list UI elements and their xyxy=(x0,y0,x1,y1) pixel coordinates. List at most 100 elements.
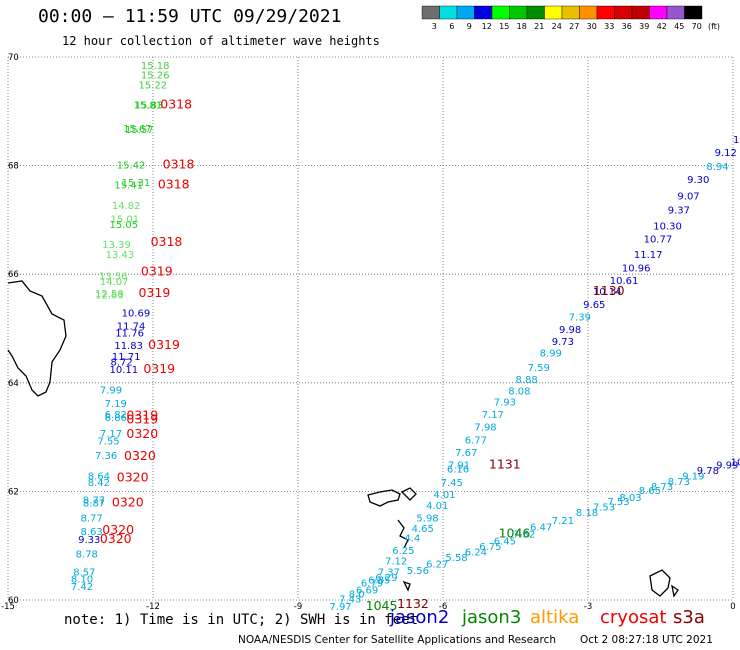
wave-height-label: 6.24 xyxy=(465,547,487,558)
wave-height-label: 8.99 xyxy=(540,349,562,360)
colorbar-label: 6 xyxy=(449,22,454,31)
wave-height-label: 7.45 xyxy=(441,478,463,489)
wave-height-label: 8.77 xyxy=(81,513,103,524)
y-tick-label: 70 xyxy=(8,53,19,63)
wave-height-label: 6.82 xyxy=(105,410,127,421)
generated-timestamp: Oct 2 08:27:18 UTC 2021 xyxy=(580,634,713,646)
colorbar-label: 33 xyxy=(604,22,614,31)
time-label: 1132 xyxy=(397,596,429,611)
coastline-segment xyxy=(397,519,409,549)
x-tick-label: -3 xyxy=(584,602,592,612)
wave-height-label: 8.73 xyxy=(651,482,673,493)
colorbar-label: 39 xyxy=(639,22,649,31)
wave-height-label: 7.53 xyxy=(593,502,615,513)
time-label: 0319 xyxy=(148,337,180,352)
time-label: 1045 xyxy=(366,598,398,613)
legend-altika: altika xyxy=(530,607,580,628)
colorbar-swatch xyxy=(684,5,703,20)
time-label: 0318 xyxy=(163,156,195,171)
wave-height-label: 6.77 xyxy=(465,436,487,447)
time-label: 0319 xyxy=(139,285,171,300)
time-label: 0320 xyxy=(117,470,149,485)
y-tick-label: 68 xyxy=(8,162,19,172)
wave-height-label: 9.19 xyxy=(682,471,704,482)
time-label: 0319 xyxy=(143,361,175,376)
time-label: 0320 xyxy=(100,531,132,546)
y-tick-label: 60 xyxy=(8,596,19,606)
wave-height-label: 15.42 xyxy=(117,160,146,171)
colorbar-swatch xyxy=(631,5,650,20)
time-label: 0318 xyxy=(160,97,192,112)
wave-height-label: 11.74 xyxy=(117,322,146,333)
y-tick-label: 66 xyxy=(8,270,19,280)
wave-height-label: 7.21 xyxy=(552,516,574,527)
wave-height-label: 10. xyxy=(733,135,740,146)
wave-height-label: 8.72 xyxy=(110,357,132,368)
colorbar-swatch xyxy=(596,5,615,20)
coastline-segment xyxy=(400,487,417,501)
wave-height-label: 6.47 xyxy=(530,522,552,533)
time-label: 0320 xyxy=(102,522,134,537)
time-label: 0320 xyxy=(124,448,156,463)
wave-height-label: 7.17 xyxy=(100,429,122,440)
wave-height-label: 8.94 xyxy=(706,162,728,173)
y-tick-label: 64 xyxy=(8,379,19,389)
coastline-segment xyxy=(671,584,679,598)
wave-height-label: 8.87 xyxy=(83,499,105,510)
wave-height-label: 15.83 xyxy=(135,101,164,112)
axis-ticks: -15 -12 -9 -6 -3 0 60 62 64 66 68 70 xyxy=(1,53,736,612)
wave-height-label: 8.77 xyxy=(83,495,105,506)
colorbar-label: 12 xyxy=(482,22,492,31)
wave-height-label: 15.05 xyxy=(110,220,139,231)
wave-height-label: 10.77 xyxy=(644,235,673,246)
wave-height-label: 10.96 xyxy=(622,263,651,274)
wave-height-label: 6.25 xyxy=(392,546,414,557)
wave-height-label: 5.56 xyxy=(407,566,429,577)
wave-height-label: 4.65 xyxy=(412,524,434,535)
wave-height-label: 14.82 xyxy=(112,201,141,212)
wave-height-label: 15.57 xyxy=(125,125,154,136)
wave-height-label: 8.64 xyxy=(88,471,110,482)
wave-height-label: 7.39 xyxy=(569,312,591,323)
wave-height-label: 7.12 xyxy=(385,557,407,568)
colorbar-swatch xyxy=(474,5,493,20)
wave-height-label: 9.12 xyxy=(715,148,737,159)
coastline-segment xyxy=(402,580,411,592)
wave-height-label: 6.85 xyxy=(368,576,390,587)
wave-height-label: 10.11 xyxy=(110,365,139,376)
credit-line: NOAA/NESDIS Center for Satellite Applica… xyxy=(238,634,556,646)
wave-height-label: 4.01 xyxy=(426,501,448,512)
wave-height-label: 6.27 xyxy=(426,559,448,570)
wave-height-label: 7.32 xyxy=(513,530,535,541)
wave-height-label: 8.88 xyxy=(516,375,538,386)
wave-height-label: 4.01 xyxy=(433,490,455,501)
wave-height-label: 15.81 xyxy=(134,101,163,112)
wave-height-label: 12.58 xyxy=(95,289,124,300)
footnote: note: 1) Time is in UTC; 2) SWH is in fe… xyxy=(64,612,419,628)
wave-height-label: 11.83 xyxy=(114,341,143,352)
wave-height-label: 14.07 xyxy=(100,277,129,288)
wave-height-label: 8.42 xyxy=(88,478,110,489)
wave-height-label: 15.18 xyxy=(141,61,170,72)
wave-height-label: 10.14 xyxy=(593,287,622,298)
wave-height-label: 7.19 xyxy=(105,399,127,410)
wave-height-label: 6.29 xyxy=(375,573,397,584)
wave-height-label: 9.33 xyxy=(78,535,100,546)
coastline-segment xyxy=(649,569,671,597)
colorbar-swatch xyxy=(579,5,598,20)
colorbar-swatch xyxy=(666,5,685,20)
colorbar-label: 18 xyxy=(517,22,527,31)
colorbar-label: 36 xyxy=(622,22,632,31)
x-tick-label: -6 xyxy=(439,602,447,612)
y-tick-label: 62 xyxy=(8,487,19,497)
wave-height-label: 7.98 xyxy=(474,423,496,434)
x-tick-label: -9 xyxy=(294,602,302,612)
wave-height-label: 11.76 xyxy=(115,329,144,340)
colorbar-swatch xyxy=(649,5,668,20)
wave-height-label: 7.91 xyxy=(448,461,470,472)
wave-height-label: 11.71 xyxy=(112,352,141,363)
x-tick-label: -12 xyxy=(146,602,160,612)
wave-height-label: 12.63 xyxy=(95,291,124,302)
colorbar-swatch xyxy=(439,5,458,20)
